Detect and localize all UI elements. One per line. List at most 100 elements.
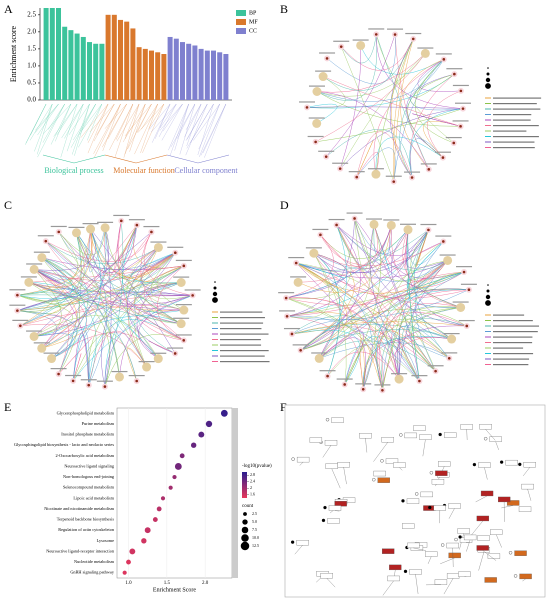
legend-size (485, 83, 491, 89)
node-label (455, 103, 471, 104)
x-tick-label: 2.0 (202, 581, 209, 586)
network-node (394, 33, 397, 36)
kegg-gene-box (519, 507, 531, 512)
dot (123, 571, 127, 575)
legend-swatch (236, 10, 246, 16)
network-node-halo (312, 87, 321, 96)
color-legend-title: -log10(pvalue) (242, 464, 272, 469)
group-label: Cellular component (174, 166, 238, 175)
y-tick-label: Non-homologous end-joining (63, 474, 115, 479)
network-node (443, 58, 446, 61)
legend-size (487, 284, 489, 286)
kegg-compound (473, 463, 476, 466)
network-edge (286, 298, 383, 391)
node-label (386, 176, 402, 177)
size-legend-dot (241, 534, 249, 542)
node-label (446, 137, 462, 138)
dot (157, 507, 162, 512)
kegg-gene-box (321, 573, 333, 578)
legend-text (493, 364, 528, 365)
node-label (349, 171, 365, 172)
node-label (353, 39, 369, 40)
legend-text (220, 317, 265, 318)
kegg-gene-box (407, 499, 419, 504)
bar (223, 54, 228, 100)
network-node (468, 288, 471, 291)
kegg-gene-box (435, 580, 447, 585)
legend-size (486, 295, 490, 299)
legend-text (493, 98, 541, 99)
y-tick-label: 1.5 (27, 44, 36, 52)
network-node (442, 240, 445, 243)
kegg-gene-box (490, 437, 502, 442)
node-label (97, 381, 113, 382)
node-label (111, 371, 127, 372)
legend-text (493, 337, 532, 338)
network-node (16, 309, 19, 312)
network-node-halo (154, 243, 163, 252)
bar (87, 42, 92, 100)
network-node-halo (294, 278, 303, 287)
bar (106, 15, 111, 100)
kegg-gene-box (419, 435, 431, 440)
category-label-stroke (61, 104, 77, 158)
network-node-halo (319, 72, 328, 81)
network-node (353, 217, 356, 220)
node-label (38, 235, 54, 236)
network-node (19, 324, 22, 327)
kegg-gene-box (329, 506, 341, 511)
network-node-halo (37, 253, 46, 262)
bar (192, 45, 197, 100)
node-label (391, 373, 407, 374)
network-node (392, 180, 395, 183)
dot (126, 560, 131, 565)
node-label (129, 219, 145, 220)
category-label-stroke (130, 104, 146, 152)
bar (93, 44, 98, 100)
network-edge (320, 230, 408, 259)
network-node-halo (356, 41, 365, 50)
bar (211, 51, 216, 100)
node-label (290, 276, 306, 277)
kegg-compound (455, 538, 458, 541)
legend-text (220, 345, 261, 346)
category-label-stroke (125, 104, 145, 154)
legend-text (220, 339, 261, 340)
kegg-gene-box (485, 577, 497, 582)
kegg-gene-box (515, 551, 527, 556)
group-label: Molecular function (113, 166, 175, 175)
dot (206, 421, 212, 427)
network-edge (357, 132, 412, 178)
node-label (400, 224, 416, 225)
kegg-compound (415, 492, 418, 495)
network-node-halo (395, 375, 404, 384)
network-node-halo (421, 49, 430, 58)
size-legend-title: count (242, 504, 254, 509)
kegg-gene-box (477, 516, 489, 521)
category-label-stroke (204, 104, 226, 158)
node-label (453, 120, 469, 121)
network-node (442, 156, 445, 159)
bar (174, 39, 179, 100)
kegg-compound (292, 458, 295, 461)
network-node (72, 380, 75, 383)
kegg-gene-box (432, 479, 444, 484)
network-edge (317, 92, 461, 127)
kegg-gene-box (382, 437, 394, 442)
bar (75, 34, 80, 100)
network-node (465, 325, 468, 328)
network-node (120, 220, 123, 223)
category-label-stroke (128, 104, 152, 149)
kegg-gene-box (458, 572, 470, 577)
legend-text (220, 328, 261, 329)
category-label-stroke (199, 104, 219, 157)
kegg-gene-box (310, 438, 322, 443)
bar (155, 52, 160, 100)
legend-size (486, 78, 490, 82)
network-node (174, 352, 177, 355)
legend-label: MF (249, 19, 258, 25)
node-label (293, 344, 309, 345)
kegg-gene-box (458, 529, 470, 534)
y-tick-label: 0.0 (27, 96, 36, 104)
kegg-gene-box (434, 505, 446, 510)
